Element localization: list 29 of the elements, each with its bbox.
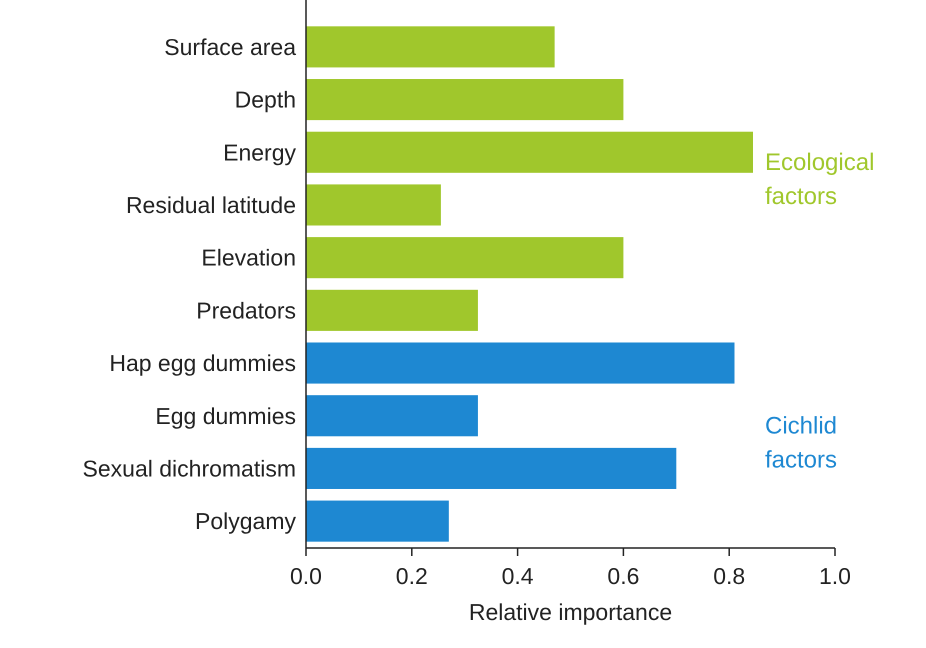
bar [306,184,441,226]
y-tick-label: Energy [223,139,296,166]
series-label: Cichlid factors [765,412,838,474]
bar [306,26,555,68]
x-tick-label: 1.0 [819,563,851,589]
x-tick-label: 0.6 [607,563,640,589]
x-tick-label: 0.8 [713,563,746,589]
y-tick-label: Elevation [201,244,296,271]
bar [306,448,676,489]
bar [306,79,624,120]
y-tick-label: Sexual dichromatism [82,455,296,482]
bar [306,290,478,331]
x-tick-label: 0.0 [290,563,322,589]
y-tick-label: Egg dummies [155,402,296,429]
y-tick-label: Polygamy [195,508,296,534]
bar [306,395,478,436]
y-tick-label: Predators [196,297,296,324]
bar [306,500,449,542]
bar [306,342,734,384]
bar [306,132,754,173]
x-axis-title: Relative importance [468,599,672,625]
y-tick-label: Residual latitude [126,192,296,218]
y-tick-label: Hap egg dummies [109,350,296,376]
series-label: Ecological factors [765,149,874,210]
x-tick-label: 0.4 [502,563,534,589]
y-tick-label: Depth [234,86,296,113]
x-tick-label: 0.2 [396,563,428,589]
bar [306,237,624,278]
y-tick-label: Surface area [164,34,296,60]
